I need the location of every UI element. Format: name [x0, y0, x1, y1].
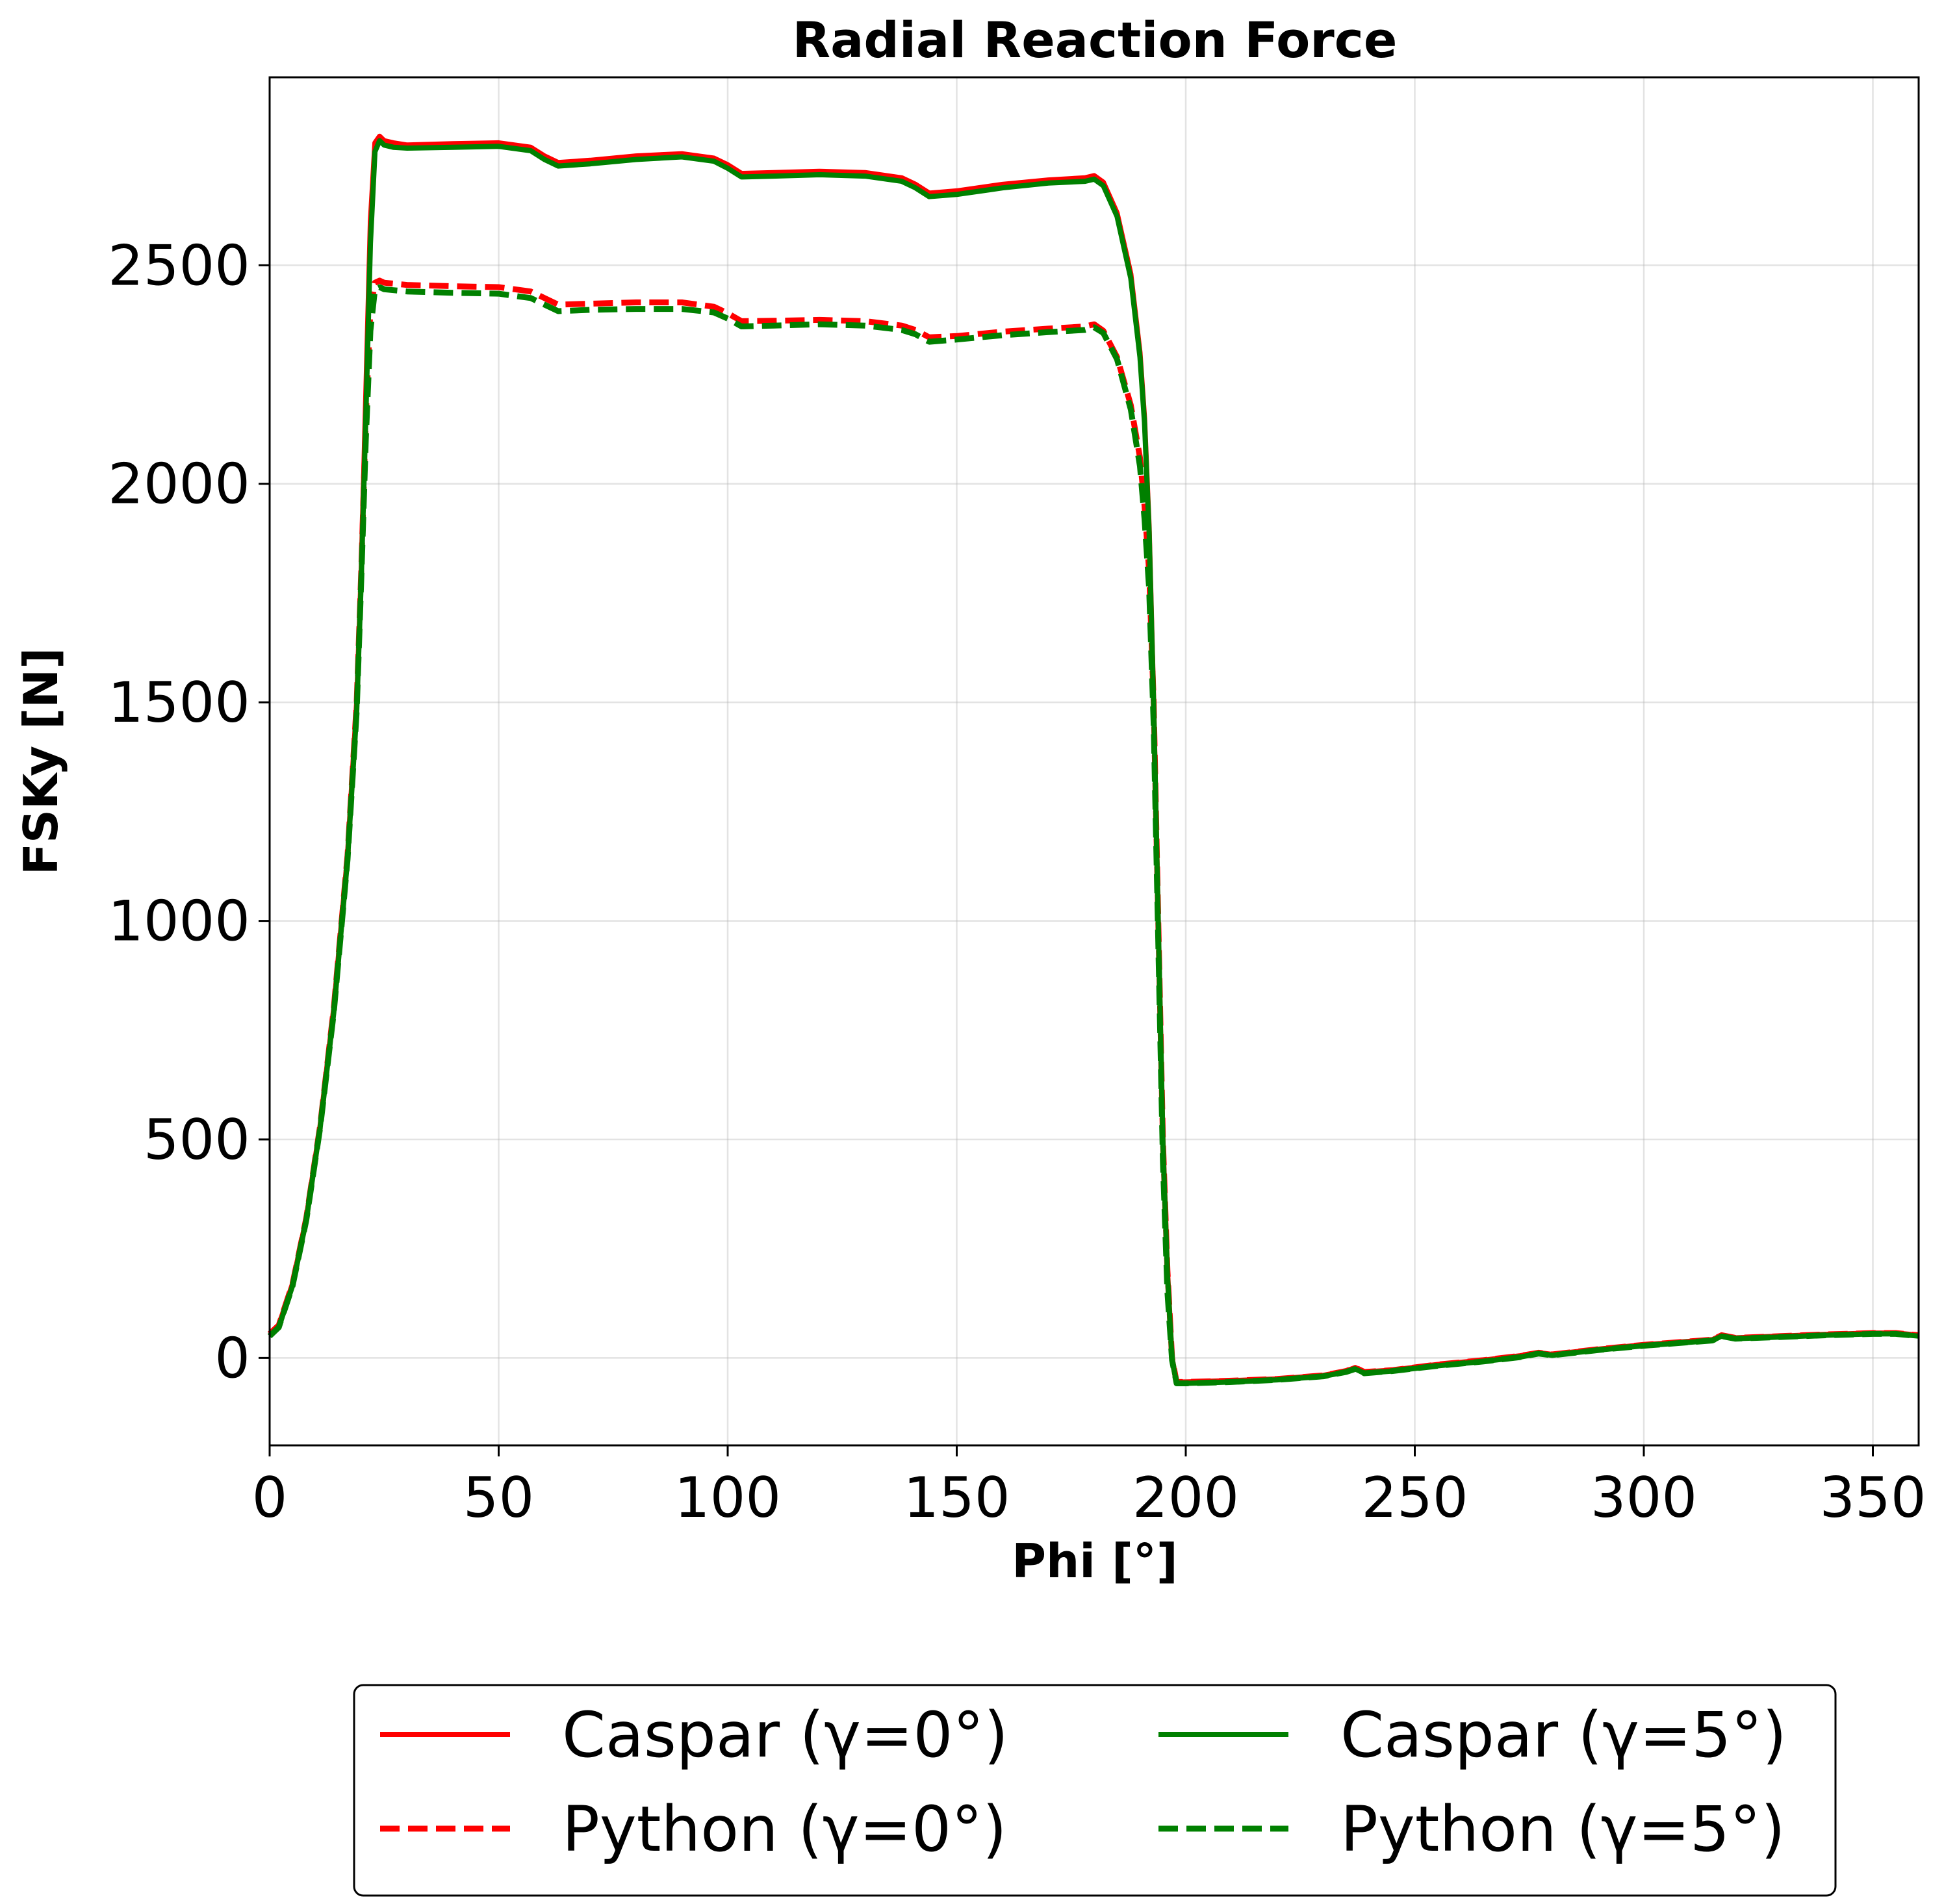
legend-label: Caspar (γ=5°) — [1340, 1699, 1787, 1771]
x-tick-label: 100 — [674, 1466, 781, 1530]
x-tick-label: 50 — [463, 1466, 534, 1530]
axis-ticks: 0 50 100 150 200 250 300 350 0 500 1000 1500 2000 250… — [108, 233, 1926, 1530]
legend-label: Python (γ=0°) — [562, 1793, 1007, 1866]
x-tick-label: 150 — [903, 1466, 1010, 1530]
chart-title: Radial Reaction Force — [793, 11, 1398, 69]
legend-label: Python (γ=5°) — [1340, 1793, 1785, 1866]
grid — [268, 77, 1919, 1445]
y-axis-label: FSKy [N] — [14, 648, 68, 875]
x-axis-label: Phi [°] — [1012, 1534, 1178, 1588]
legend-label: Caspar (γ=0°) — [562, 1699, 1008, 1771]
legend-box — [353, 1684, 1837, 1897]
series-line-2 — [267, 277, 1919, 1385]
y-tick-label: 0 — [214, 1326, 250, 1391]
y-tick-label: 1500 — [108, 670, 250, 735]
y-tick-label: 500 — [144, 1108, 250, 1173]
x-tick-label: 200 — [1132, 1466, 1239, 1530]
y-tick-label: 2500 — [108, 233, 250, 298]
legend: Caspar (γ=0°) Python (γ=0°) Caspar (γ=5°) P… — [353, 1684, 1837, 1897]
plot-lines — [267, 133, 1919, 1386]
y-tick-label: 1000 — [108, 889, 250, 954]
x-tick-label: 250 — [1361, 1466, 1468, 1530]
x-tick-label: 300 — [1591, 1466, 1697, 1530]
series-line-4 — [267, 284, 1919, 1386]
x-tick-label: 0 — [252, 1466, 288, 1530]
plot-frame — [268, 76, 1920, 1447]
y-tick-label: 2000 — [108, 452, 250, 517]
x-tick-label: 350 — [1819, 1466, 1926, 1530]
